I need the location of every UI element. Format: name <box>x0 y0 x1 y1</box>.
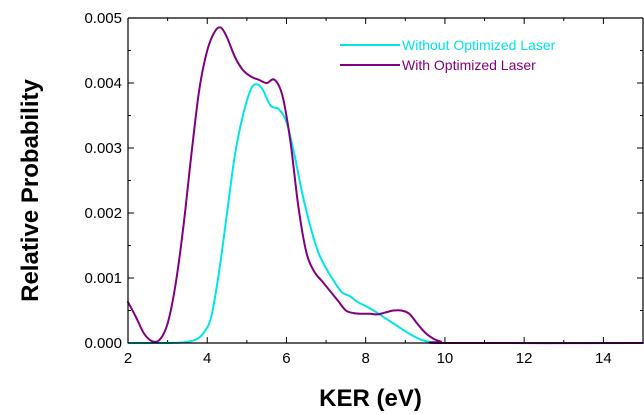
axes <box>127 17 644 344</box>
legend: Without Optimized Laser With Optimized La… <box>340 37 556 73</box>
axis-ticks: 2 4 6 8 10 12 14 0.000 0.001 0.002 0.003 0.004 0.005 <box>84 10 643 367</box>
legend-label: Without Optimized Laser <box>402 37 556 53</box>
x-tick-label: 14 <box>595 350 612 367</box>
y-axis-title: Relative Probability <box>17 78 44 301</box>
series-line-without-optimized-laser <box>127 83 644 345</box>
y-tick-label: 0.000 <box>84 335 122 352</box>
y-tick-label: 0.001 <box>84 270 122 287</box>
x-tick-label: 12 <box>516 350 533 367</box>
x-tick-label: 6 <box>282 350 290 367</box>
y-tick-label: 0.004 <box>84 75 122 92</box>
y-tick-label: 0.003 <box>84 140 122 157</box>
y-tick-label: 0.005 <box>84 10 122 27</box>
x-tick-label: 10 <box>437 350 454 367</box>
x-tick-label: 8 <box>362 350 370 367</box>
x-tick-label: 2 <box>124 350 132 367</box>
x-tick-label: 4 <box>203 350 211 367</box>
y-tick-label: 0.002 <box>84 205 122 222</box>
x-axis-title: KER (eV) <box>319 385 422 412</box>
series-lines <box>127 26 644 345</box>
series-line-with-optimized-laser <box>127 26 644 345</box>
legend-label: With Optimized Laser <box>402 57 536 73</box>
